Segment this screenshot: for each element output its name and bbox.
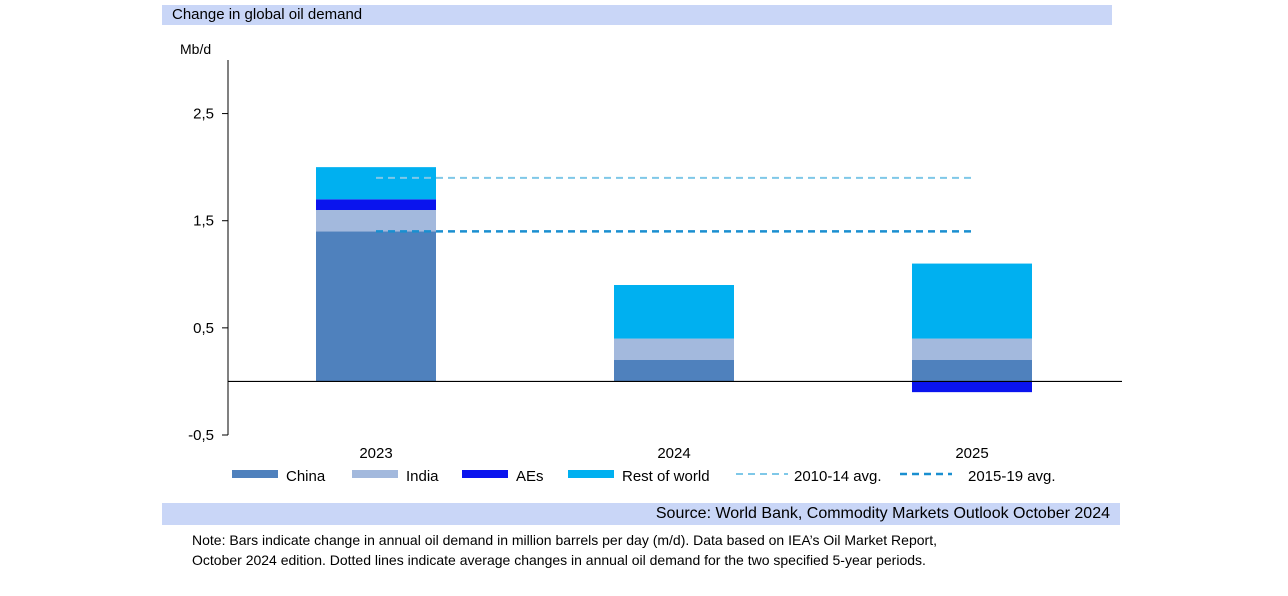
bar-rest-of-world-2023 — [316, 167, 436, 200]
legend-label-aes: AEs — [516, 468, 544, 485]
bar-china-2023 — [316, 231, 436, 382]
y-tick-label: -0,5 — [188, 427, 214, 444]
note-line-1: Note: Bars indicate change in annual oil… — [192, 532, 937, 548]
bar-rest-of-world-2024 — [614, 285, 734, 339]
legend-swatch-india — [352, 470, 398, 478]
bar-aes-2025 — [912, 381, 1032, 393]
x-tick-label: 2025 — [955, 445, 988, 462]
bar-aes-2023 — [316, 199, 436, 210]
legend-label-india: India — [406, 468, 439, 485]
legend-swatch-china — [232, 470, 278, 478]
bar-india-2023 — [316, 210, 436, 232]
x-tick-label: 2024 — [657, 445, 690, 462]
source-bar: Source: World Bank, Commodity Markets Ou… — [162, 503, 1120, 525]
y-axis-label: Mb/d — [180, 41, 211, 57]
legend-label-2010-14-avg-: 2010-14 avg. — [794, 468, 882, 485]
bar-china-2025 — [912, 360, 1032, 382]
chart-title-bar: Change in global oil demand — [162, 5, 1112, 25]
bar-india-2025 — [912, 338, 1032, 360]
note-line-2: October 2024 edition. Dotted lines indic… — [192, 552, 926, 568]
y-tick-label: 1,5 — [193, 213, 214, 230]
y-tick-label: 0,5 — [193, 320, 214, 337]
legend-label-2015-19-avg-: 2015-19 avg. — [968, 468, 1056, 485]
y-tick-label: 2,5 — [193, 106, 214, 123]
chart-title: Change in global oil demand — [172, 6, 363, 23]
bar-rest-of-world-2025 — [912, 263, 1032, 339]
legend-label-rest-of-world: Rest of world — [622, 468, 710, 485]
legend-label-china: China — [286, 468, 326, 485]
x-tick-label: 2023 — [359, 445, 392, 462]
source-text: Source: World Bank, Commodity Markets Ou… — [655, 505, 1110, 522]
chart-plot: Mb/d 2,5 1,5 0,5 -0,5 2023 2024 2025 China India A… — [180, 41, 1122, 485]
legend-swatch-rest-of-world — [568, 470, 614, 478]
chart-note: Note: Bars indicate change in annual oil… — [192, 530, 1122, 570]
bar-china-2024 — [614, 360, 734, 382]
bar-india-2024 — [614, 338, 734, 360]
legend-swatch-aes — [462, 470, 508, 478]
